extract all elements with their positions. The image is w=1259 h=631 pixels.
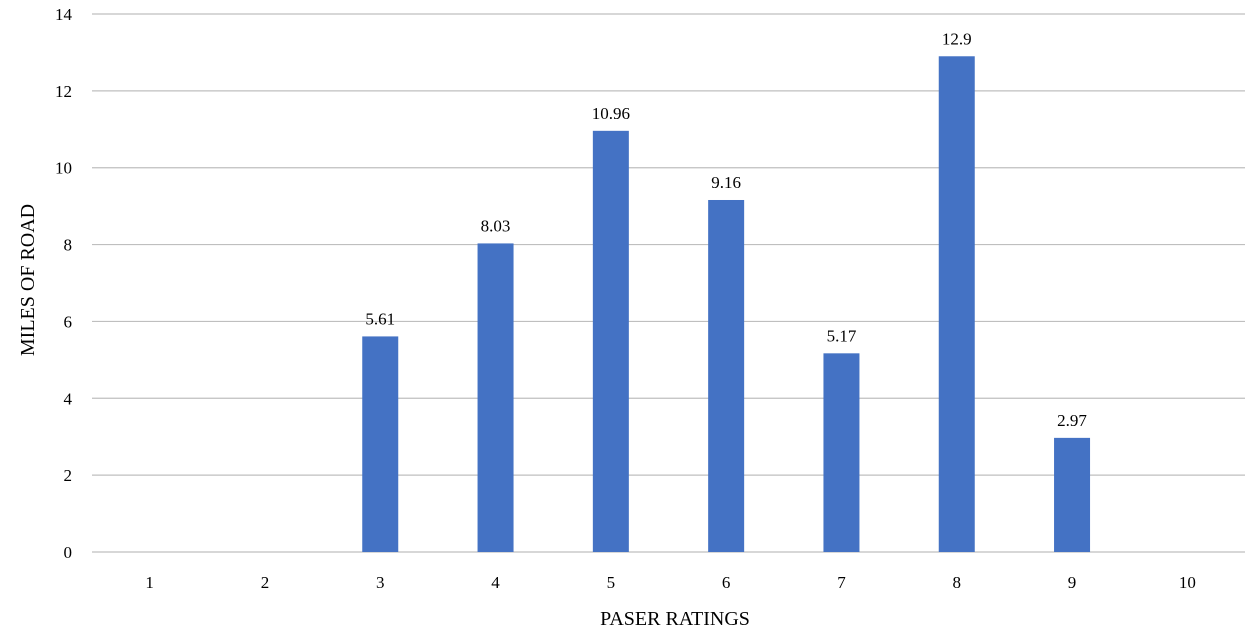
x-tick-labels: 1 2 3 4 5 6 7 8 9 10: [145, 573, 1195, 592]
bar: [592, 130, 629, 552]
y-tick-label: 14: [55, 5, 73, 24]
bar: [362, 336, 399, 552]
y-tick-label: 8: [64, 236, 73, 255]
y-tick-label: 10: [55, 159, 72, 178]
x-tick-label: 9: [1068, 573, 1077, 592]
data-label: 12.9: [942, 29, 972, 48]
y-tick-label: 4: [64, 389, 73, 408]
bars: [362, 56, 1091, 553]
x-tick-label: 6: [722, 573, 731, 592]
gridlines: [92, 13, 1245, 553]
x-tick-label: 10: [1179, 573, 1196, 592]
x-tick-label: 2: [261, 573, 270, 592]
y-axis-title: MILES OF ROAD: [17, 204, 39, 356]
y-tick-label: 0: [64, 543, 73, 562]
x-tick-label: 3: [376, 573, 385, 592]
bar: [823, 353, 860, 552]
x-tick-label: 5: [607, 573, 616, 592]
y-tick-label: 12: [55, 82, 72, 101]
y-tick-labels: 0 2 4 6 8 10 12 14: [55, 5, 73, 562]
data-label: 10.96: [592, 104, 630, 123]
data-label: 9.16: [711, 173, 741, 192]
x-tick-label: 8: [953, 573, 962, 592]
bar: [708, 199, 745, 552]
data-label: 8.03: [481, 216, 511, 235]
data-labels: 5.61 8.03 10.96 9.16 5.17 12.9 2.97: [365, 29, 1087, 430]
bar: [938, 56, 975, 553]
data-label: 5.61: [365, 309, 395, 328]
x-tick-label: 7: [837, 573, 846, 592]
x-tick-label: 4: [491, 573, 500, 592]
x-axis-title: PASER RATINGS: [600, 608, 750, 630]
bar: [477, 243, 514, 552]
data-label: 2.97: [1057, 411, 1087, 430]
y-tick-label: 2: [64, 466, 73, 485]
data-label: 5.17: [827, 326, 857, 345]
x-tick-label: 1: [145, 573, 154, 592]
y-tick-label: 6: [64, 312, 73, 331]
bar: [1054, 437, 1091, 552]
